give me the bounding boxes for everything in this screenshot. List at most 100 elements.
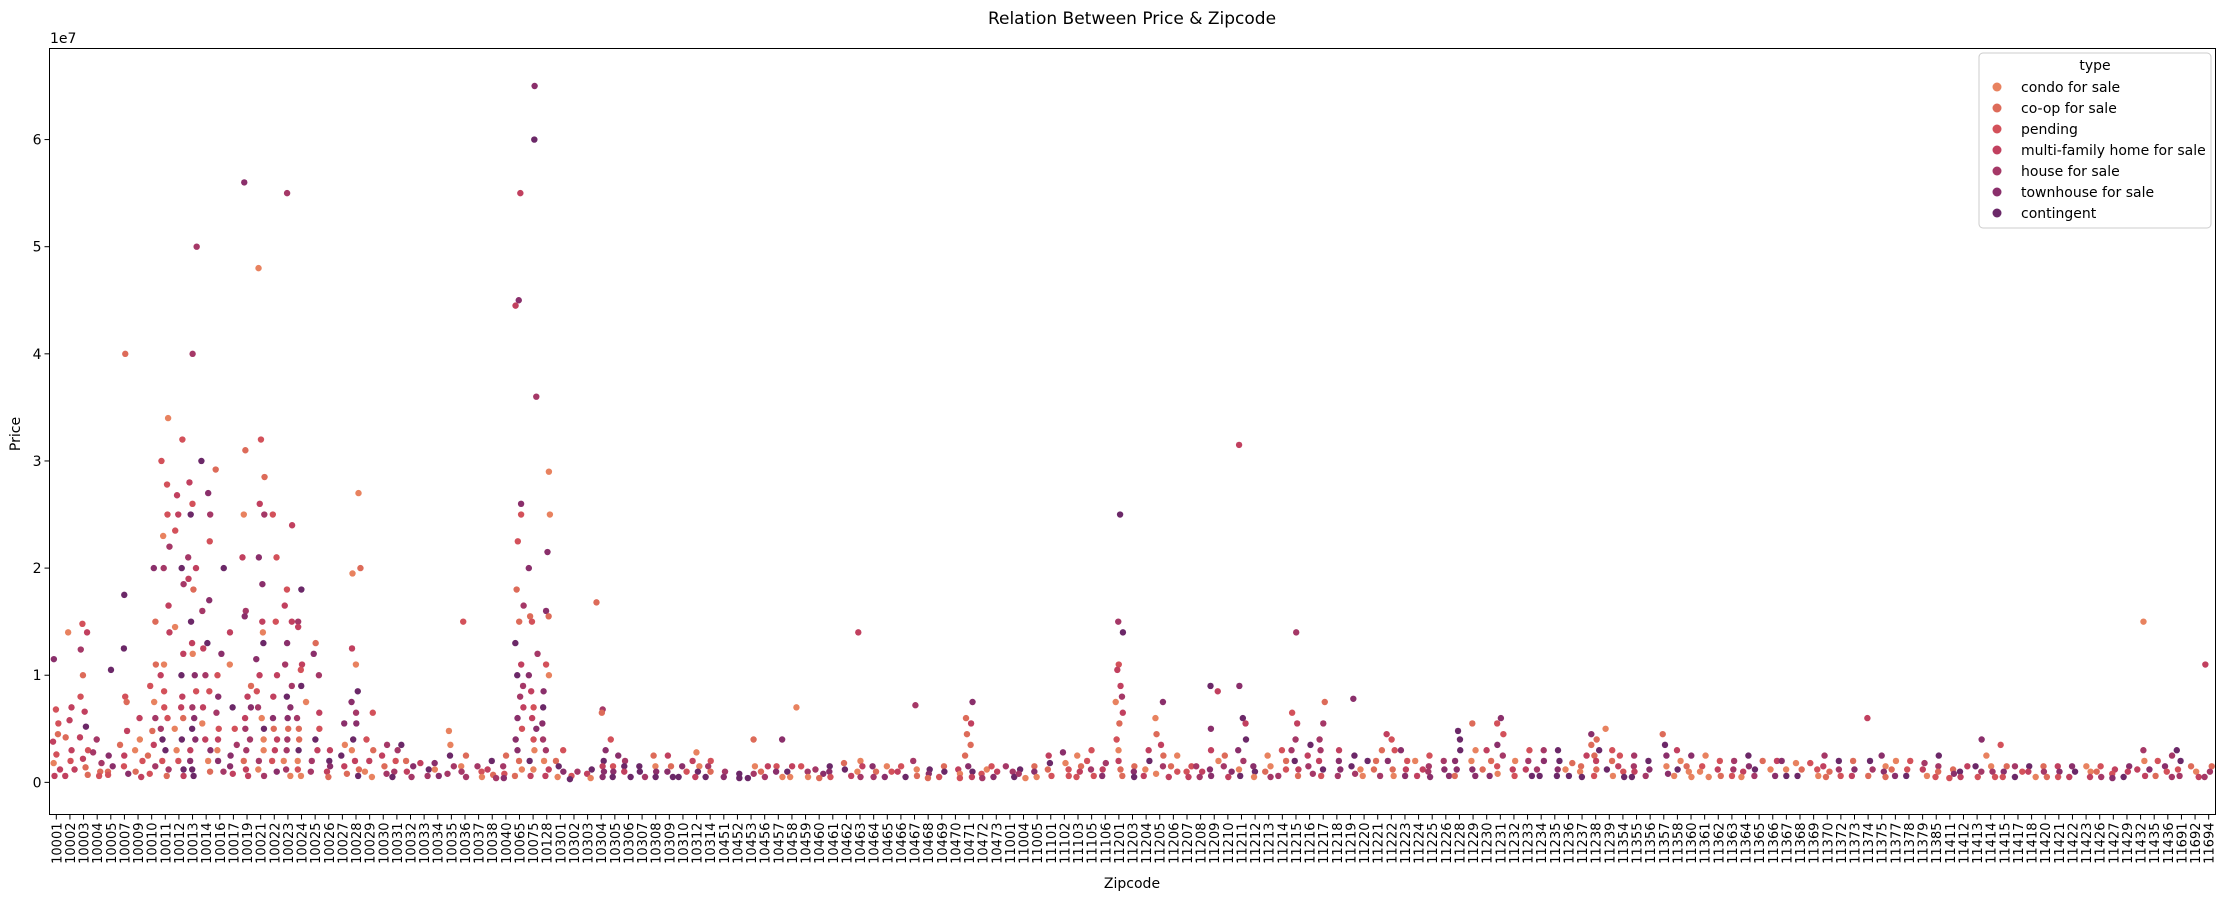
- data-point: [587, 774, 594, 782]
- y-tick-label: 6: [33, 133, 42, 149]
- data-point: [669, 773, 677, 781]
- data-point: [1304, 752, 1311, 759]
- data-point: [1540, 757, 1548, 765]
- data-point: [583, 770, 591, 777]
- data-point: [546, 511, 554, 518]
- data-point: [1577, 763, 1585, 770]
- data-point: [1815, 772, 1822, 780]
- data-point: [1553, 772, 1561, 780]
- data-point: [206, 597, 213, 604]
- data-point: [1469, 766, 1476, 773]
- x-tick-label: 11237: [1576, 823, 1591, 864]
- data-point: [2163, 768, 2170, 775]
- data-point: [2154, 757, 2161, 765]
- data-point: [1956, 768, 1964, 775]
- data-point: [163, 772, 170, 780]
- data-point: [1185, 773, 1192, 781]
- data-point: [76, 734, 84, 741]
- data-point: [1540, 747, 1547, 754]
- data-point: [1098, 772, 1106, 780]
- data-point: [84, 747, 92, 754]
- data-point: [431, 759, 438, 767]
- data-point: [394, 747, 401, 754]
- data-point: [1335, 757, 1343, 765]
- x-tick-label: 11223: [1399, 823, 1414, 864]
- data-point: [1250, 773, 1258, 781]
- data-point: [967, 720, 975, 727]
- data-point: [149, 727, 156, 735]
- data-point: [308, 757, 315, 765]
- data-point: [283, 189, 291, 197]
- data-point: [499, 763, 507, 770]
- data-point: [326, 747, 334, 754]
- data-point: [1077, 763, 1085, 770]
- data-point: [525, 564, 533, 572]
- x-tick-label: 10024: [296, 823, 311, 864]
- data-point: [2141, 757, 2148, 765]
- data-point: [260, 725, 268, 732]
- data-point: [1950, 770, 1958, 777]
- data-point: [64, 629, 72, 636]
- x-tick-label: 10014: [200, 823, 215, 864]
- data-point: [539, 720, 546, 727]
- x-tick-label: 11218: [1331, 823, 1346, 864]
- data-point: [215, 693, 222, 700]
- data-point: [857, 773, 864, 781]
- data-point: [2206, 768, 2214, 775]
- data-point: [1602, 725, 1609, 732]
- data-point: [2134, 766, 2141, 773]
- data-point: [192, 564, 200, 572]
- data-point: [338, 752, 345, 759]
- data-point: [902, 773, 909, 781]
- data-point: [89, 749, 97, 756]
- data-point: [402, 757, 410, 765]
- data-point: [531, 82, 538, 90]
- data-point: [1528, 772, 1536, 780]
- x-tick-label: 10452: [731, 823, 746, 864]
- data-point: [173, 492, 181, 499]
- data-point: [1807, 759, 1814, 767]
- data-point: [1688, 752, 1695, 759]
- data-point: [242, 725, 249, 732]
- data-point: [474, 763, 481, 770]
- data-point: [447, 741, 454, 749]
- data-point: [1383, 730, 1390, 738]
- x-tick-label: 11219: [1344, 823, 1359, 864]
- data-point: [152, 763, 159, 770]
- data-point: [1391, 747, 1398, 754]
- data-point: [2146, 766, 2153, 773]
- data-point: [1236, 772, 1244, 780]
- data-point: [93, 736, 100, 743]
- data-point: [2141, 772, 2149, 780]
- data-point: [121, 591, 128, 599]
- data-point: [1745, 763, 1753, 770]
- x-tick-label: 11238: [1590, 823, 1605, 864]
- data-point: [295, 747, 302, 754]
- data-point: [1088, 747, 1095, 754]
- data-point: [1235, 441, 1243, 449]
- data-point: [1642, 772, 1649, 780]
- data-point: [160, 661, 168, 668]
- data-point: [2032, 773, 2039, 781]
- data-point: [164, 511, 171, 518]
- data-point: [514, 714, 521, 722]
- data-point: [458, 768, 465, 775]
- data-point: [534, 650, 541, 658]
- data-point: [1783, 772, 1790, 780]
- data-point: [1267, 773, 1274, 781]
- x-tick-label: 10314: [704, 823, 719, 864]
- data-point: [478, 773, 486, 781]
- data-point: [788, 763, 796, 770]
- data-point: [242, 766, 250, 773]
- data-point: [1335, 747, 1343, 754]
- x-tick-label: 11203: [1127, 823, 1142, 864]
- x-tick-label: 11418: [2026, 822, 2041, 863]
- data-point: [50, 655, 58, 663]
- data-point: [599, 763, 606, 770]
- data-point: [1309, 770, 1317, 777]
- x-tick-label: 11366: [1767, 823, 1782, 864]
- x-tick-label: 10029: [364, 823, 379, 864]
- x-tick-label: 10003: [78, 823, 93, 864]
- data-point: [368, 773, 376, 781]
- data-point: [2152, 772, 2159, 780]
